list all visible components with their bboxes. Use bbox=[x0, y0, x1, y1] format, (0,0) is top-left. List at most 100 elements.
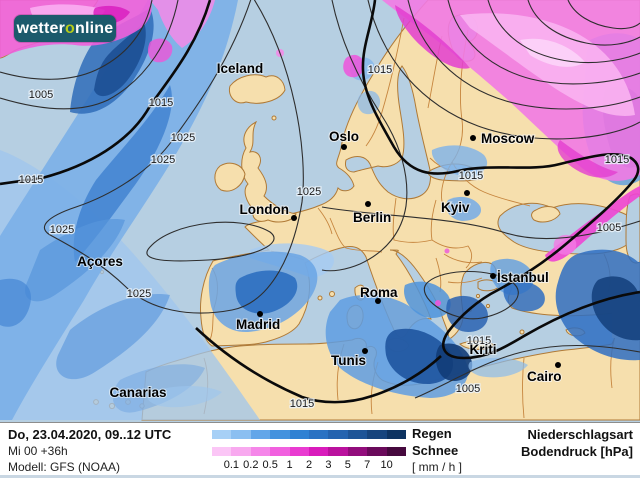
pressure-label-layer: 1005 1015 1015 1025 1025 1025 1025 1025 1015 1015… bbox=[18, 63, 631, 412]
model-name: Modell: GFS (NOAA) bbox=[8, 460, 121, 474]
city-label: Cairo bbox=[527, 369, 562, 384]
precipitation-legend: 0.1 0.2 0.5 1 2 3 5 7 10 bbox=[212, 423, 407, 478]
pressure-label: 1025 bbox=[127, 288, 151, 300]
legend-color-segment-snow bbox=[212, 447, 232, 456]
legend-tick: 3 bbox=[325, 459, 332, 471]
legend-color-segment-snow bbox=[270, 447, 290, 456]
legend-color-segment-snow bbox=[309, 447, 329, 456]
snow-label: Schnee bbox=[412, 443, 459, 458]
city-label: Kyiv bbox=[441, 200, 470, 215]
legend-tick: 7 bbox=[364, 459, 371, 471]
legend-color-segment-snow bbox=[250, 447, 271, 456]
pressure-label: 1025 bbox=[50, 224, 74, 236]
island bbox=[475, 293, 481, 299]
city-marker bbox=[365, 201, 371, 207]
legend-color-segment-rain bbox=[250, 430, 271, 439]
island bbox=[317, 295, 323, 301]
city-label: Roma bbox=[360, 285, 398, 300]
isobar-bold-layer bbox=[0, 0, 640, 404]
legend-color-segment-rain bbox=[328, 430, 348, 439]
pressure-label: 1025 bbox=[171, 132, 195, 144]
legend-tick: 2 bbox=[305, 459, 313, 471]
city-marker bbox=[257, 311, 263, 317]
legend-color-segment-rain bbox=[386, 430, 407, 439]
region-label: Açores bbox=[77, 254, 123, 269]
legend-ticks: 0.1 0.2 0.5 1 2 3 5 7 10 bbox=[212, 459, 406, 473]
legend-tick: 0.5 bbox=[262, 459, 278, 471]
pressure-label: 1015 bbox=[368, 64, 392, 76]
legend-tick: 1 bbox=[286, 459, 293, 471]
island bbox=[271, 115, 277, 121]
legend-color-segment-snow bbox=[328, 447, 348, 456]
rain-label: Regen bbox=[412, 426, 452, 441]
weather-map: 1005 1015 1015 1025 1025 1025 1025 1025 1015 1015… bbox=[0, 0, 640, 422]
region-label: Canarias bbox=[109, 385, 166, 400]
legend-color-segment-rain bbox=[367, 430, 387, 439]
island bbox=[519, 329, 525, 335]
layer-description: Niederschlagsart Bodendruck [hPa] bbox=[521, 426, 633, 460]
land-crete bbox=[459, 340, 495, 350]
island bbox=[329, 291, 335, 297]
region-label: Kriti bbox=[470, 342, 497, 357]
pressure-field-label: Bodendruck [hPa] bbox=[521, 444, 633, 459]
city-label: London bbox=[240, 202, 289, 217]
legend-color-segment-rain bbox=[270, 430, 290, 439]
legend-color-segment-rain bbox=[347, 430, 368, 439]
region-label: Iceland bbox=[217, 61, 264, 76]
pressure-label: 1015 bbox=[467, 335, 491, 347]
pressure-label: 1005 bbox=[29, 89, 53, 101]
land-iceland bbox=[228, 74, 286, 104]
legend-tick: 5 bbox=[344, 459, 351, 471]
pressure-label: 1025 bbox=[297, 186, 321, 198]
pressure-label: 1025 bbox=[151, 154, 175, 166]
valid-time: Do, 23.04.2020, 09..12 UTC bbox=[8, 427, 172, 442]
wetteronline-logo: wetter o nline bbox=[14, 15, 116, 42]
city-label: Oslo bbox=[329, 129, 359, 144]
city-label: Moscow bbox=[481, 131, 535, 146]
legend-tick: 0.1 bbox=[223, 459, 240, 471]
logo-text-1: wetter bbox=[16, 19, 65, 37]
pressure-label: 1005 bbox=[456, 383, 480, 395]
legend-color-segment-snow bbox=[347, 447, 368, 456]
model-run: Mi 00 +36h bbox=[8, 444, 68, 458]
legend-color-segment-rain bbox=[309, 430, 329, 439]
city-marker bbox=[291, 215, 297, 221]
legend-color-segment-rain bbox=[231, 430, 251, 439]
pressure-label: 1015 bbox=[19, 174, 43, 186]
city-label: Tunis bbox=[331, 353, 366, 368]
pressure-label: 1015 bbox=[149, 97, 173, 109]
city-marker bbox=[464, 190, 470, 196]
city-marker bbox=[375, 298, 381, 304]
precip-type-label: Niederschlagsart bbox=[527, 427, 634, 442]
pressure-label: 1015 bbox=[459, 170, 483, 182]
city-label: Berlin bbox=[353, 210, 391, 225]
info-footer: Do, 23.04.2020, 09..12 UTC Mi 00 +36h Mo… bbox=[0, 422, 640, 478]
pressure-label: 1015 bbox=[605, 154, 629, 166]
legend-tick: 10 bbox=[380, 459, 393, 471]
legend-unit: [ mm / h ] bbox=[412, 460, 463, 474]
logo-accent: o bbox=[65, 19, 75, 37]
isobar-layer bbox=[0, 0, 640, 399]
logo-text-2: nline bbox=[74, 19, 114, 37]
legend-color-segment-snow bbox=[386, 447, 407, 456]
pressure-label: 1015 bbox=[290, 398, 314, 410]
legend-color-segment-rain bbox=[212, 430, 232, 439]
land-ireland bbox=[214, 162, 246, 192]
land-uk bbox=[241, 120, 297, 223]
city-marker bbox=[341, 144, 347, 150]
pressure-label: 1005 bbox=[597, 222, 621, 234]
rain-color-scale bbox=[212, 430, 407, 439]
city-label: İstanbul bbox=[497, 270, 549, 285]
legend-color-segment-snow bbox=[231, 447, 251, 456]
city-label: Madrid bbox=[236, 317, 280, 332]
legend-tick: 0.2 bbox=[243, 459, 259, 471]
snow-color-scale bbox=[212, 447, 407, 456]
city-marker bbox=[362, 348, 368, 354]
island bbox=[485, 303, 491, 309]
map-canvas: 1005 1015 1015 1025 1025 1025 1025 1025 1015 1015… bbox=[0, 0, 640, 422]
legend-color-segment-snow bbox=[289, 447, 310, 456]
city-layer: Oslo Moscow London Berlin Kyiv Roma Madrid Tuni… bbox=[235, 128, 563, 385]
legend-color-segment-rain bbox=[289, 430, 310, 439]
city-marker bbox=[555, 362, 561, 368]
